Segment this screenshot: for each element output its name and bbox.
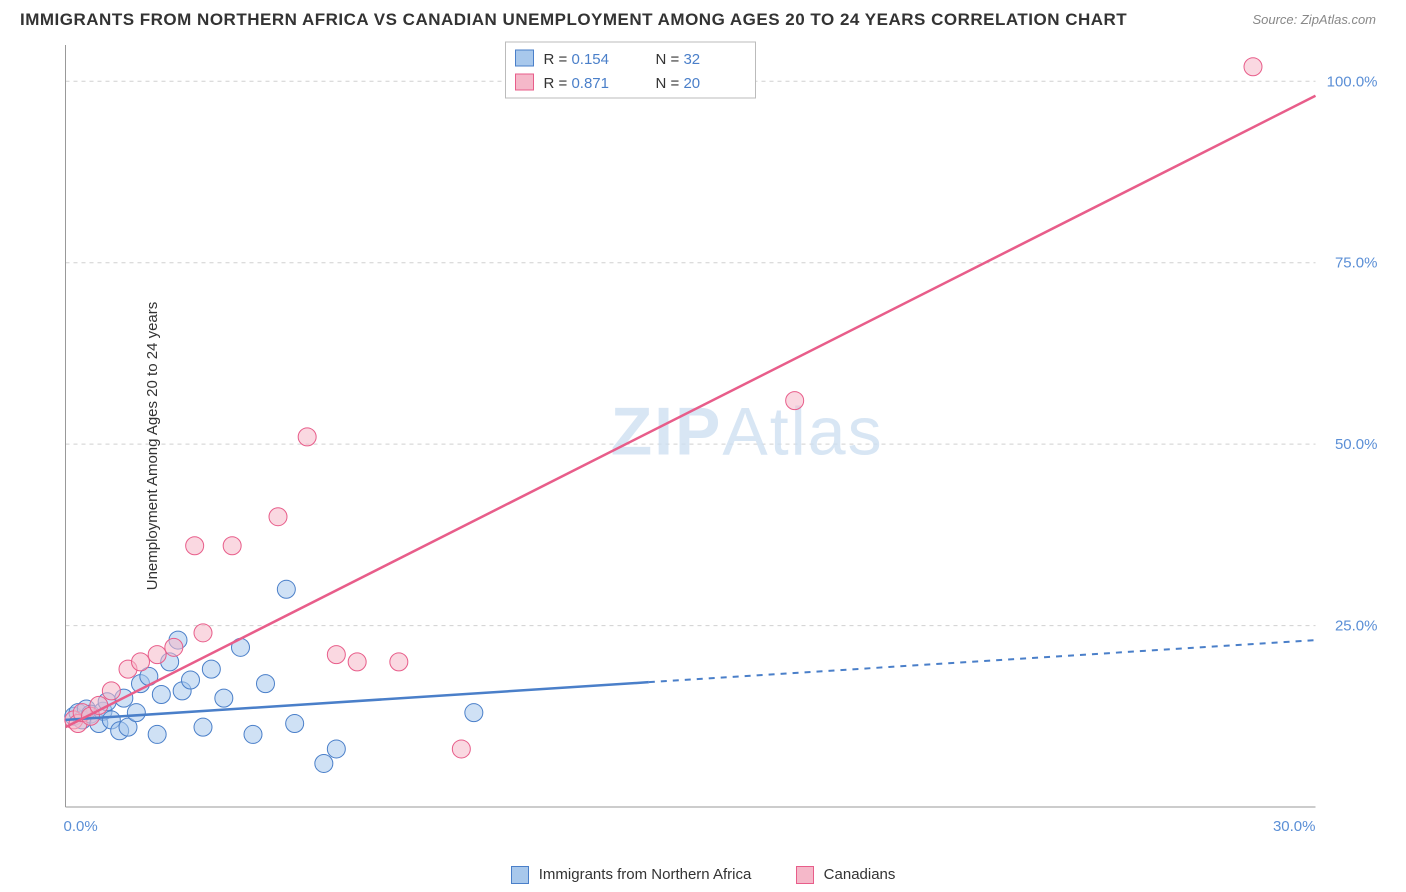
x-tick-label: 0.0% [64, 818, 98, 835]
stats-swatch-icon [516, 74, 534, 90]
data-point-immigrants [286, 715, 304, 733]
stats-r-label: R = 0.871 [544, 75, 609, 92]
data-point-canadians [186, 537, 204, 555]
y-tick-label: 100.0% [1327, 73, 1378, 90]
data-point-canadians [132, 653, 150, 671]
legend-label: Immigrants from Northern Africa [539, 866, 752, 883]
data-point-canadians [327, 646, 345, 664]
legend-swatch-icon [796, 866, 814, 884]
data-point-immigrants [244, 725, 262, 743]
stats-n-label: N = 32 [656, 51, 701, 68]
data-point-canadians [390, 653, 408, 671]
legend-label: Canadians [824, 866, 896, 883]
data-point-immigrants [465, 704, 483, 722]
y-tick-label: 25.0% [1335, 618, 1378, 635]
data-point-canadians [102, 682, 120, 700]
trend-line-canadians [66, 96, 1316, 727]
data-point-canadians [452, 740, 470, 758]
data-point-canadians [165, 638, 183, 656]
stats-n-label: N = 20 [656, 75, 701, 92]
data-point-canadians [1244, 58, 1262, 76]
y-tick-label: 50.0% [1335, 436, 1378, 453]
data-point-canadians [148, 646, 166, 664]
data-point-immigrants [315, 754, 333, 772]
data-point-immigrants [202, 660, 220, 678]
data-point-canadians [298, 428, 316, 446]
legend-swatch-icon [511, 866, 529, 884]
y-tick-label: 75.0% [1335, 255, 1378, 272]
legend-bottom: Immigrants from Northern Africa Canadian… [0, 866, 1406, 884]
data-point-immigrants [152, 686, 170, 704]
data-point-canadians [269, 508, 287, 526]
data-point-canadians [223, 537, 241, 555]
data-point-immigrants [148, 725, 166, 743]
trend-line-dash-immigrants [649, 640, 1316, 682]
data-point-immigrants [277, 580, 295, 598]
data-point-immigrants [257, 675, 275, 693]
trend-line-immigrants [66, 682, 649, 720]
data-point-immigrants [194, 718, 212, 736]
data-point-canadians [786, 392, 804, 410]
plot-area: 25.0%50.0%75.0%100.0%ZIPAtlas0.0%30.0%R … [55, 40, 1386, 837]
stats-r-label: R = 0.154 [544, 51, 609, 68]
chart-title: IMMIGRANTS FROM NORTHERN AFRICA VS CANAD… [20, 10, 1127, 30]
x-tick-label: 30.0% [1273, 818, 1316, 835]
data-point-immigrants [182, 671, 200, 689]
data-point-canadians [194, 624, 212, 642]
data-point-immigrants [127, 704, 145, 722]
legend-item-immigrants: Immigrants from Northern Africa [511, 866, 756, 883]
scatter-chart: 25.0%50.0%75.0%100.0%ZIPAtlas0.0%30.0%R … [55, 40, 1386, 837]
data-point-canadians [348, 653, 366, 671]
stats-swatch-icon [516, 50, 534, 66]
source-attribution: Source: ZipAtlas.com [1252, 12, 1376, 27]
data-point-immigrants [327, 740, 345, 758]
legend-item-canadians: Canadians [796, 866, 896, 883]
data-point-immigrants [215, 689, 233, 707]
